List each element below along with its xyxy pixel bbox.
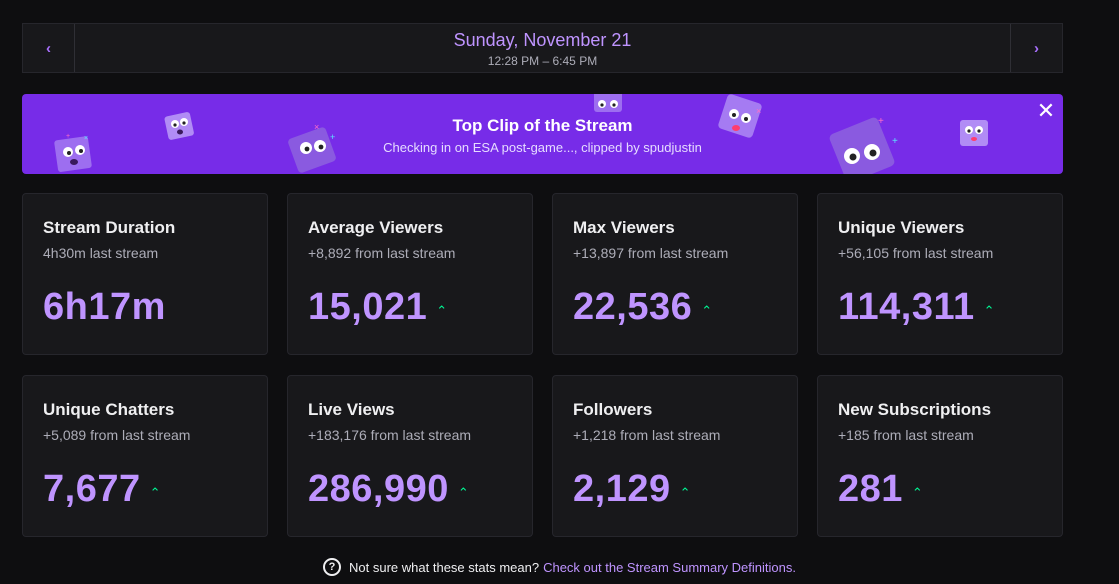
stat-comparison: 4h30m last stream: [43, 245, 159, 261]
trend-up-icon: ⌃: [149, 484, 161, 500]
stat-value: 6h17m: [43, 286, 166, 328]
stat-value: 286,990: [308, 468, 449, 510]
stat-value-row: 15,021 ⌃: [308, 286, 447, 329]
trend-up-icon: ⌃: [679, 484, 691, 500]
trend-up-icon: ⌃: [436, 302, 448, 318]
top-clip-banner[interactable]: + × × + × + + Top Clip of the Stream: [22, 94, 1063, 174]
stat-value-row: 281 ⌃: [838, 468, 923, 511]
next-stream-button[interactable]: ›: [1010, 24, 1062, 72]
stats-help-footer: ? Not sure what these stats mean? Check …: [0, 558, 1119, 576]
mascot-icon: [960, 120, 988, 146]
svg-text:×: ×: [756, 106, 761, 116]
stream-summary-definitions-link[interactable]: Check out the Stream Summary Definitions…: [543, 559, 796, 575]
stat-card-stream-duration: Stream Duration 4h30m last stream 6h17m: [22, 193, 268, 355]
stat-card-unique-viewers: Unique Viewers +56,105 from last stream …: [817, 193, 1063, 355]
mascot-icon: ++: [829, 116, 898, 174]
stat-value-row: 114,311 ⌃: [838, 286, 995, 329]
stat-title: Unique Viewers: [838, 218, 965, 237]
stat-title: Unique Chatters: [43, 400, 175, 419]
top-clip-info: Top Clip of the Stream Checking in on ES…: [22, 116, 1063, 155]
svg-text:+: +: [66, 133, 70, 140]
stream-time-range: 12:28 PM – 6:45 PM: [487, 53, 598, 68]
mascot-icon: [594, 94, 622, 112]
mascot-icon: ×: [718, 94, 762, 138]
stat-comparison: +13,897 from last stream: [573, 245, 729, 261]
stat-title: Live Views: [308, 400, 395, 419]
stat-title: Average Viewers: [308, 218, 444, 237]
stat-title: New Subscriptions: [838, 400, 992, 419]
stat-comparison: +183,176 from last stream: [308, 427, 472, 443]
banner-title: Top Clip of the Stream: [452, 116, 633, 135]
stat-title: Max Viewers: [573, 218, 675, 237]
mascot-icon: + ×: [54, 133, 92, 172]
svg-text:×: ×: [84, 135, 88, 142]
close-icon: ✕: [1036, 98, 1056, 123]
svg-text:+: +: [330, 132, 335, 142]
date-display: Sunday, November 21 12:28 PM – 6:45 PM: [75, 24, 1010, 72]
stat-card-new-subscriptions: New Subscriptions +185 from last stream …: [817, 375, 1063, 537]
trend-up-icon: ⌃: [911, 484, 923, 500]
date-navigation-bar: ‹ Sunday, November 21 12:28 PM – 6:45 PM…: [22, 23, 1063, 73]
stat-comparison: +1,218 from last stream: [573, 427, 721, 443]
stat-value: 114,311: [838, 286, 975, 328]
help-question: Not sure what these stats mean?: [349, 559, 540, 575]
trend-up-icon: ⌃: [457, 484, 469, 500]
trend-up-icon: ⌃: [983, 302, 995, 318]
close-banner-button[interactable]: ✕: [1035, 100, 1057, 122]
stat-title: Stream Duration: [43, 218, 176, 237]
stat-card-average-viewers: Average Viewers +8,892 from last stream …: [287, 193, 533, 355]
stat-card-followers: Followers +1,218 from last stream 2,129 …: [552, 375, 798, 537]
previous-stream-button[interactable]: ‹: [23, 24, 75, 72]
help-icon: ?: [323, 558, 342, 576]
chevron-right-icon: ›: [1034, 39, 1039, 57]
mascot-icon: ×+: [288, 122, 336, 173]
stat-value-row: 286,990 ⌃: [308, 468, 469, 511]
stat-value: 22,536: [573, 286, 693, 328]
svg-text:×: ×: [314, 122, 319, 132]
trend-up-icon: ⌃: [701, 302, 713, 318]
stat-value-row: 22,536 ⌃: [573, 286, 712, 329]
stat-value: 281: [838, 468, 903, 510]
stat-comparison: +5,089 from last stream: [43, 427, 191, 443]
stat-card-unique-chatters: Unique Chatters +5,089 from last stream …: [22, 375, 268, 537]
stream-date: Sunday, November 21: [453, 29, 632, 50]
stat-value-row: 2,129 ⌃: [573, 468, 691, 511]
stat-value: 7,677: [43, 468, 141, 510]
stat-value-row: 6h17m: [43, 286, 166, 329]
mascot-icon: [164, 112, 194, 140]
stat-title: Followers: [573, 400, 653, 419]
stat-value-row: 7,677 ⌃: [43, 468, 161, 511]
stat-value: 2,129: [573, 468, 671, 510]
svg-text:+: +: [892, 136, 898, 147]
stat-comparison: +8,892 from last stream: [308, 245, 456, 261]
stat-comparison: +185 from last stream: [838, 427, 974, 443]
chevron-left-icon: ‹: [46, 39, 51, 57]
banner-subtitle[interactable]: Checking in on ESA post-game..., clipped…: [383, 140, 702, 155]
stat-card-live-views: Live Views +183,176 from last stream 286…: [287, 375, 533, 537]
stat-comparison: +56,105 from last stream: [838, 245, 994, 261]
stat-card-max-viewers: Max Viewers +13,897 from last stream 22,…: [552, 193, 798, 355]
svg-text:+: +: [878, 116, 884, 127]
stat-value: 15,021: [308, 286, 428, 328]
